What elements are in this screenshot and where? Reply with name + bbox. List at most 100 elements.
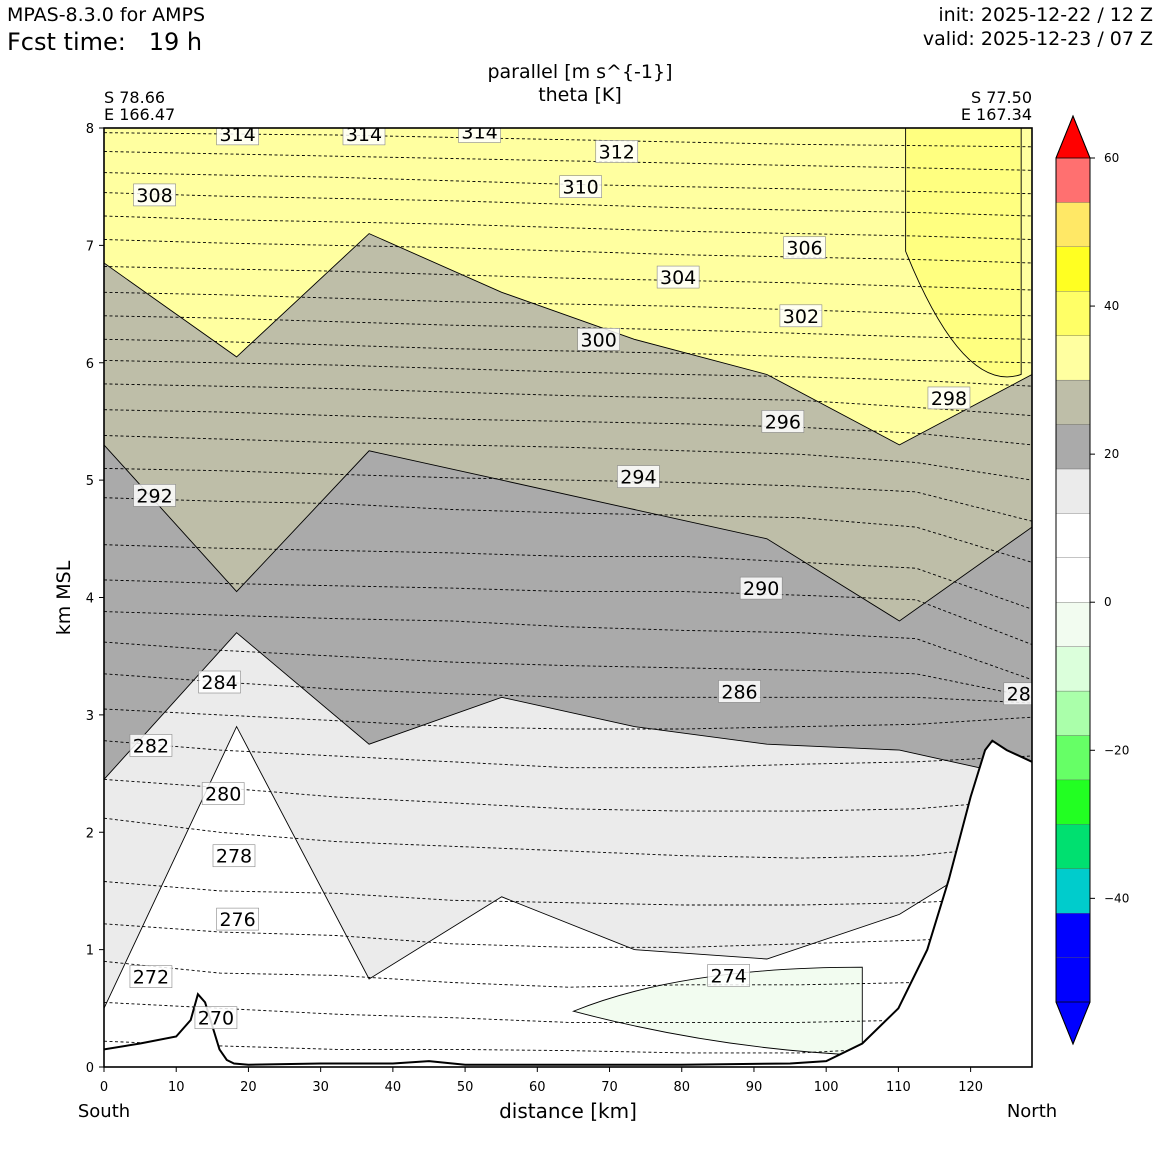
theta-label-text: 314 (346, 124, 382, 146)
theta-contour (104, 641, 1032, 698)
chart-title: parallel [m s^{-1}] (487, 61, 672, 83)
y-axis-label: km MSL (53, 560, 75, 635)
theta-label-text: 294 (620, 467, 656, 489)
colorbar-bin (1055, 824, 1091, 869)
theta-label: 300 (577, 327, 620, 351)
theta-label-text: 274 (711, 965, 747, 987)
y-tick-label: 7 (86, 239, 94, 254)
theta-label: 306 (783, 236, 826, 260)
theta-contour (104, 151, 1032, 171)
theta-label: 270 (194, 1006, 238, 1030)
theta-contour (104, 960, 1032, 988)
theta-label-text: 286 (721, 681, 757, 703)
theta-label: 282 (129, 734, 173, 757)
theta-contour (104, 239, 1032, 264)
x-tick-label: 90 (746, 1080, 763, 1095)
theta-label: 310 (559, 175, 602, 199)
theta-contour (104, 579, 1032, 645)
x-tick-label: 80 (673, 1080, 690, 1095)
theta-label-text: 272 (133, 967, 169, 989)
colorbar-bin (1055, 424, 1091, 470)
theta-label-text: 306 (786, 238, 822, 260)
theta-contour (104, 1031, 1032, 1054)
forecast-time: Fcst time: 19 h (7, 28, 202, 56)
y-axis-ticks: 0 1 2 3 4 5 6 7 8 (86, 122, 104, 1076)
theta-label: 272 (129, 965, 173, 989)
colorbar-bin (1055, 291, 1091, 336)
colorbar-bin (1055, 735, 1091, 781)
theta-contour (104, 359, 1032, 387)
colorbar-tick-label: 0 (1104, 595, 1112, 609)
init-time: init: 2025-12-22 / 12 Z (938, 4, 1153, 26)
colorbar-tick-label: 40 (1104, 299, 1119, 313)
colorbar-bin (1055, 557, 1091, 603)
y-tick-label: 2 (86, 826, 94, 841)
theta-contour (104, 1001, 1032, 1023)
theta-contour (104, 778, 1032, 812)
y-tick-label: 1 (86, 944, 94, 959)
theta-contour (104, 817, 1032, 859)
theta-contour (104, 215, 1032, 240)
colorbar-bin (1055, 202, 1091, 247)
theta-label-text: 290 (743, 578, 779, 600)
colorbar-outline (1055, 114, 1091, 1046)
theta-label: 298 (927, 386, 971, 410)
theta-contour (104, 544, 1032, 610)
x-tick-label: 110 (886, 1080, 911, 1095)
colorbar: 60 40 20 0 −20 −40 (1055, 114, 1129, 1046)
theta-contour-layer (104, 132, 1032, 1054)
x-tick-label: 20 (240, 1080, 257, 1095)
wind-region-30-36 (905, 128, 1022, 378)
y-tick-label: 4 (86, 592, 94, 607)
theta-label-text: 270 (198, 1008, 234, 1030)
theta-label-text: 280 (205, 784, 241, 806)
north-label: North (1007, 1101, 1057, 1122)
x-tick-label: 10 (168, 1080, 185, 1095)
x-tick-label: 30 (312, 1080, 329, 1095)
colorbar-tick-label: 20 (1104, 447, 1119, 461)
x-tick-label: 0 (100, 1080, 108, 1095)
theta-label-text: 310 (563, 177, 599, 199)
y-tick-label: 6 (86, 357, 94, 372)
theta-contour (104, 673, 1032, 704)
colorbar-bin (1055, 468, 1091, 514)
theta-contour (104, 192, 1032, 217)
wind-region-24-30 (104, 128, 1032, 446)
theta-label-text: 308 (136, 185, 172, 207)
theta-contour (104, 435, 1032, 481)
colorbar-bin (1055, 957, 1091, 1003)
theta-label: 314 (342, 124, 386, 146)
theta-label-text: 288 (1007, 684, 1043, 706)
model-title: MPAS-8.3.0 for AMPS (7, 4, 206, 26)
colorbar-bin (1055, 646, 1091, 692)
y-tick-label: 5 (86, 474, 94, 489)
colorbar-bin (1055, 379, 1091, 425)
y-tick-label: 0 (86, 1061, 94, 1076)
colorbar-bin (1055, 157, 1091, 203)
valid-time: valid: 2025-12-23 / 07 Z (922, 28, 1153, 50)
theta-label: 276 (216, 907, 259, 931)
left-endpoint-lat: S 78.66 (104, 88, 165, 107)
terrain-layer (104, 739, 1032, 1067)
colorbar-bin (1055, 779, 1091, 825)
forecast-time-label: Fcst time: (7, 28, 126, 56)
theta-label-text: 278 (216, 846, 252, 868)
theta-label-text: 284 (201, 672, 237, 694)
colorbar-tick-label: −20 (1104, 743, 1129, 757)
theta-contour (104, 923, 1032, 948)
x-tick-label: 70 (601, 1080, 618, 1095)
theta-contour (104, 266, 1032, 291)
theta-label: 296 (761, 410, 805, 433)
theta-label: 312 (595, 140, 639, 163)
right-endpoint-lat: S 77.50 (971, 88, 1032, 107)
colorbar-over-triangle (1055, 114, 1091, 159)
x-tick-label: 40 (385, 1080, 402, 1095)
theta-contour (104, 497, 1032, 563)
theta-label-text: 282 (133, 735, 169, 757)
theta-label: 294 (617, 465, 660, 489)
theta-contour (104, 611, 1032, 681)
south-label: South (78, 1101, 130, 1122)
theta-label-text: 276 (219, 909, 255, 931)
theta-contour (104, 740, 1032, 769)
